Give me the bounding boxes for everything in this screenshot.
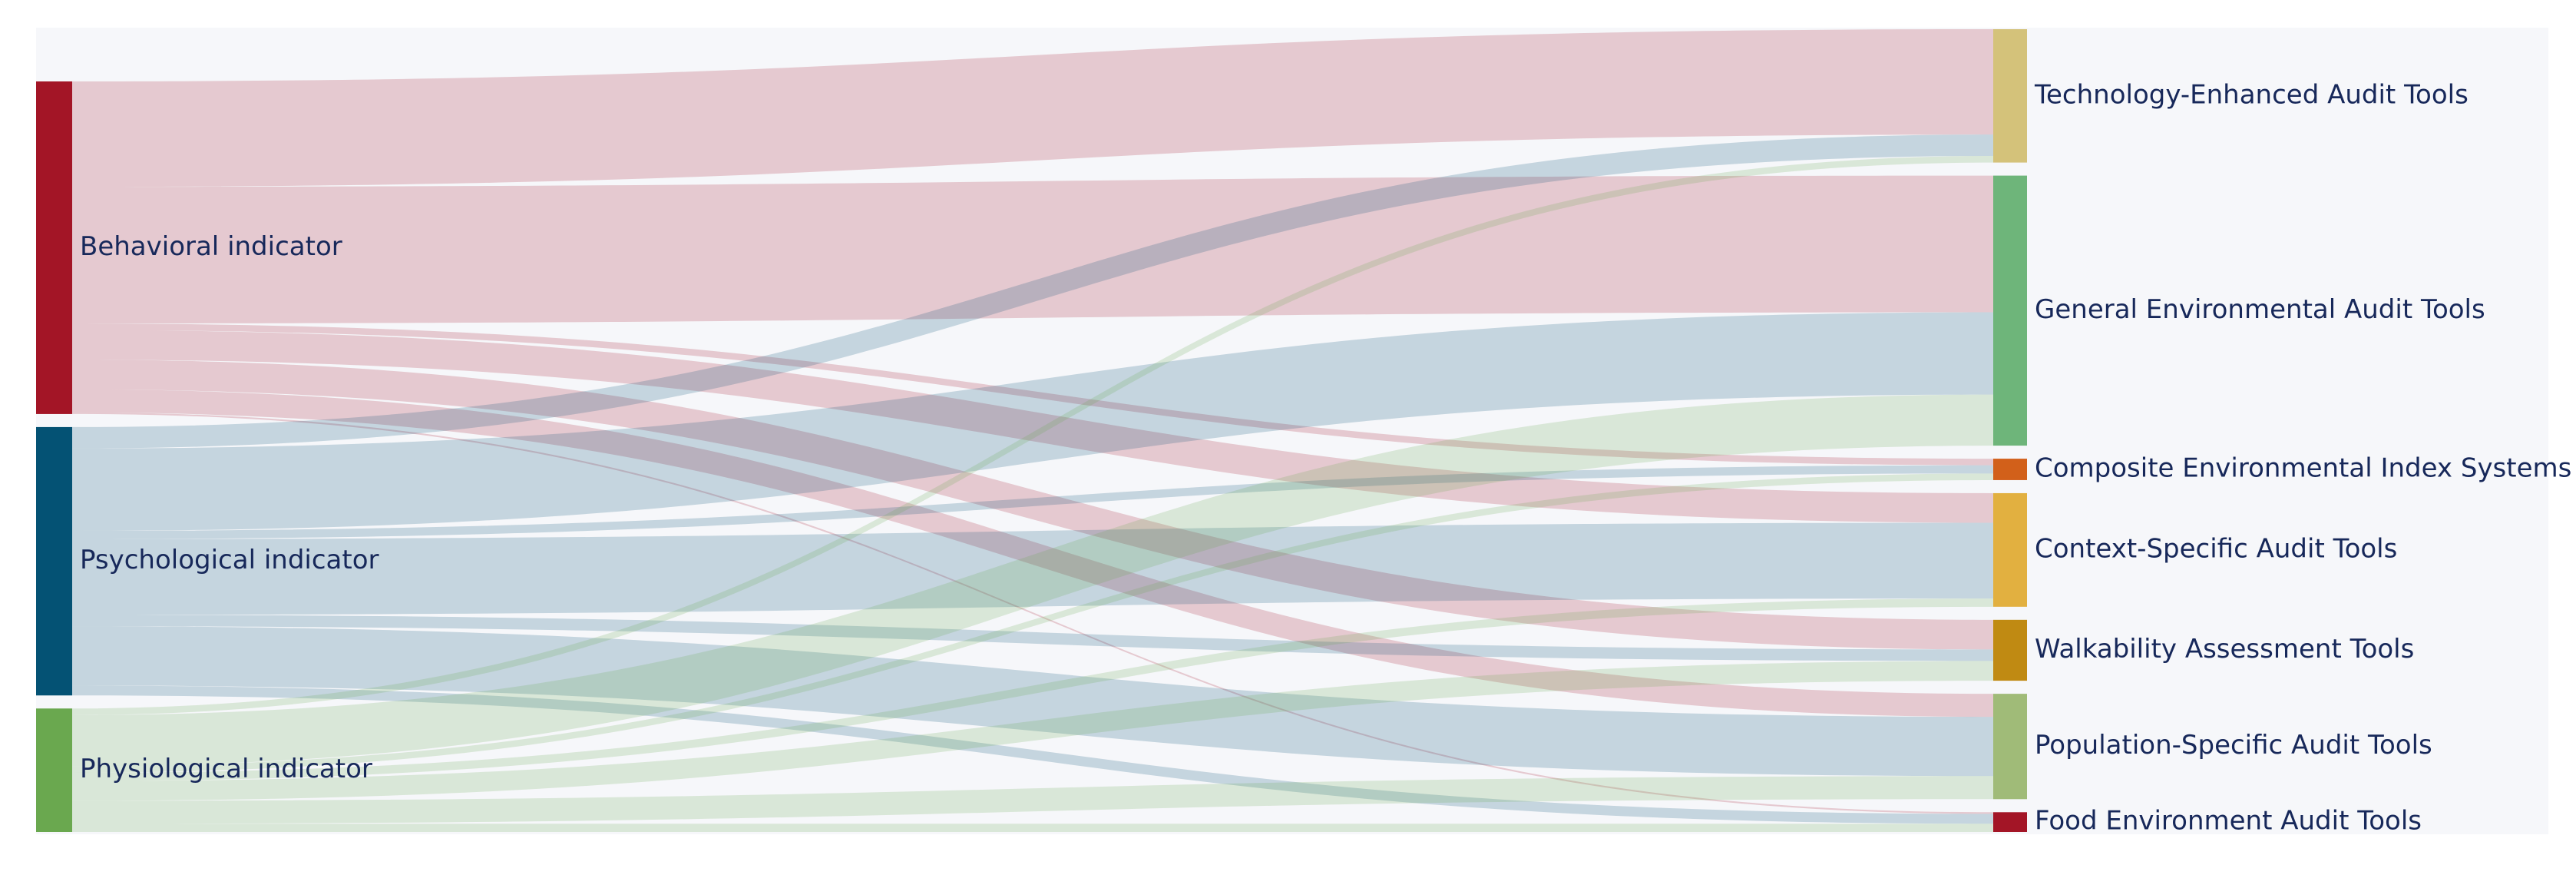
node: [36, 81, 72, 414]
link: [72, 776, 1993, 824]
link: [72, 323, 1993, 466]
node: [1993, 619, 2027, 681]
link: [72, 412, 1993, 814]
links: [72, 29, 1993, 832]
link: [72, 394, 1993, 767]
node-label: Walkability Assessment Tools: [2035, 634, 2414, 665]
node-label: Technology-Enhanced Audit Tools: [2034, 79, 2469, 110]
link: [72, 685, 1993, 824]
link: [72, 598, 1993, 781]
link: [72, 156, 1993, 715]
node: [1993, 694, 2027, 800]
link: [72, 661, 1993, 801]
plot-background: [36, 28, 2548, 834]
link: [72, 360, 1993, 650]
node: [1993, 459, 2027, 480]
link: [72, 175, 1993, 324]
nodes: Behavioral indicator Psychological indica…: [36, 29, 2571, 837]
node-label: Population-Specific Audit Tools: [2035, 730, 2432, 761]
link: [72, 330, 1993, 523]
link: [72, 29, 1993, 187]
link: [72, 312, 1993, 531]
link: [72, 522, 1993, 615]
link: [72, 389, 1993, 718]
node: [1993, 175, 2027, 446]
node: [1993, 812, 2027, 832]
node: [1993, 492, 2027, 607]
node-label: Behavioral indicator: [80, 231, 342, 262]
link: [72, 134, 1993, 449]
node-label: General Environmental Audit Tools: [2035, 294, 2485, 325]
node-label: Food Environment Audit Tools: [2035, 806, 2422, 837]
node-label: Psychological indicator: [80, 545, 379, 575]
node: [36, 708, 72, 832]
link: [72, 473, 1993, 773]
link: [72, 465, 1993, 539]
node: [1993, 29, 2027, 163]
node-label: Context-Specific Audit Tools: [2035, 533, 2397, 564]
node: [36, 426, 72, 696]
node-label: Physiological indicator: [80, 754, 372, 784]
link: [72, 615, 1993, 661]
node-label: Composite Environmental Index Systems: [2035, 453, 2571, 484]
link: [72, 824, 1993, 832]
link: [72, 626, 1993, 777]
